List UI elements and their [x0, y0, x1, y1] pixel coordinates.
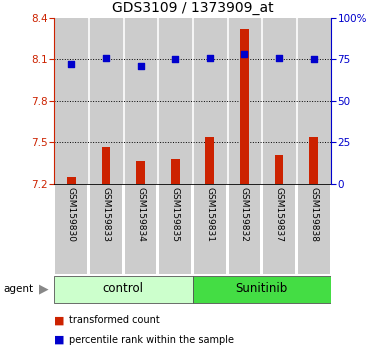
Bar [125, 18, 156, 184]
Bar [55, 184, 87, 274]
Point [207, 55, 213, 61]
Text: agent: agent [4, 284, 34, 295]
Bar [229, 184, 260, 274]
Text: Sunitinib: Sunitinib [236, 282, 288, 295]
Text: ▶: ▶ [38, 283, 48, 296]
Bar [171, 159, 179, 184]
Bar [263, 184, 295, 274]
Bar [67, 177, 75, 184]
Bar [194, 18, 226, 184]
Bar [136, 160, 145, 184]
Bar [263, 18, 295, 184]
Text: GSM159834: GSM159834 [136, 187, 145, 242]
Bar [206, 137, 214, 184]
Text: percentile rank within the sample: percentile rank within the sample [69, 335, 234, 345]
Bar [275, 155, 283, 184]
Text: GSM159838: GSM159838 [309, 187, 318, 242]
Bar [229, 18, 260, 184]
Text: GSM159833: GSM159833 [101, 187, 110, 242]
Point [311, 56, 317, 62]
Bar [90, 18, 122, 184]
Bar [54, 276, 192, 303]
Text: GSM159837: GSM159837 [275, 187, 284, 242]
Point [172, 56, 178, 62]
Text: control: control [103, 282, 144, 295]
Bar [192, 276, 331, 303]
Text: ■: ■ [54, 335, 64, 345]
Text: GSM159831: GSM159831 [205, 187, 214, 242]
Bar [240, 29, 249, 184]
Bar [298, 184, 330, 274]
Point [68, 62, 74, 67]
Bar [90, 184, 122, 274]
Bar [194, 184, 226, 274]
Text: GSM159835: GSM159835 [171, 187, 180, 242]
Text: GSM159830: GSM159830 [67, 187, 76, 242]
Point [276, 55, 282, 61]
Bar [159, 184, 191, 274]
Bar [159, 18, 191, 184]
Bar [298, 18, 330, 184]
Bar [310, 137, 318, 184]
Text: transformed count: transformed count [69, 315, 160, 325]
Point [137, 63, 144, 69]
Point [103, 55, 109, 61]
Bar [125, 184, 156, 274]
Bar [102, 147, 110, 184]
Text: ■: ■ [54, 315, 64, 325]
Point [241, 51, 248, 57]
Text: GSM159832: GSM159832 [240, 187, 249, 242]
Bar [55, 18, 87, 184]
Title: GDS3109 / 1373909_at: GDS3109 / 1373909_at [112, 1, 273, 15]
